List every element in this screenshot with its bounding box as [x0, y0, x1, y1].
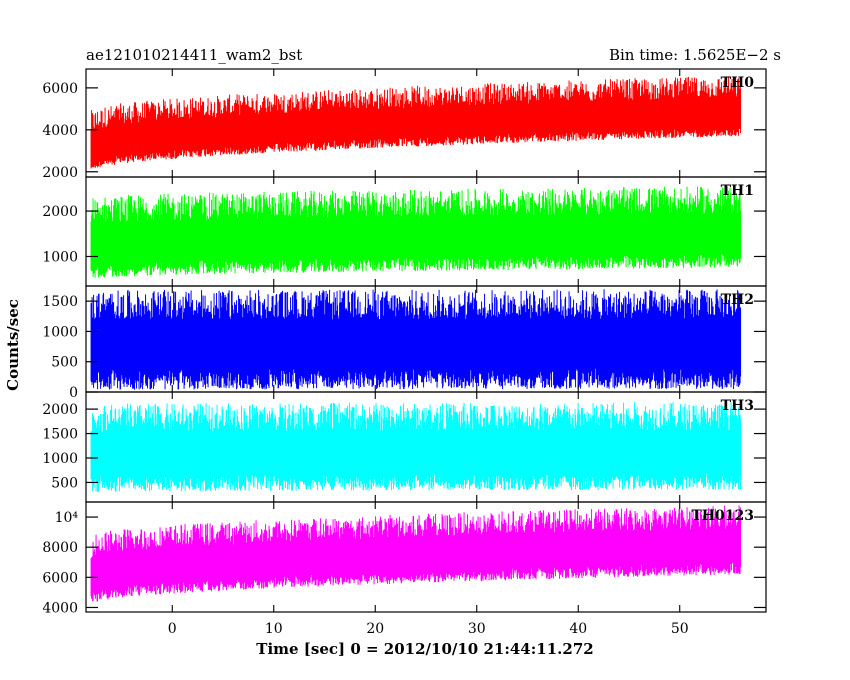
chart-title: ae121010214411_wam2_bst	[86, 46, 302, 64]
y-tick-label: 500	[51, 475, 78, 491]
y-tick-label: 4000	[42, 123, 78, 139]
y-tick-label: 500	[51, 355, 78, 371]
y-tick-label: 2000	[42, 402, 78, 418]
panels-group: 2000 4000 6000 TH0 1000 2000 TH1 0 500 1000 1500 TH…	[42, 68, 767, 616]
y-tick-label: 10⁴	[55, 510, 79, 526]
panel-th0: 2000 4000 6000 TH0	[42, 68, 767, 181]
x-tick-label: 50	[671, 621, 689, 637]
panel-label-th0: TH0	[721, 75, 755, 91]
panel-th1: 1000 2000 TH1	[42, 176, 767, 287]
series-line-th2	[90, 289, 742, 390]
y-axis-label: Counts/sec	[4, 299, 22, 391]
panel-label-th3: TH3	[721, 398, 754, 414]
panel-label-th2: TH2	[721, 292, 754, 308]
x-tick-label: 10	[265, 621, 283, 637]
series-line-th0123	[90, 505, 742, 602]
x-axis: 0 10 20 30 40 50	[168, 621, 689, 637]
y-tick-label: 1000	[42, 249, 78, 265]
panel-label-th0123: TH0123	[691, 508, 754, 524]
x-tick-label: 40	[569, 621, 587, 637]
y-tick-label: 0	[69, 385, 78, 401]
bin-time-label: Bin time: 1.5625E−2 s	[609, 46, 781, 64]
panel-th2: 0 500 1000 1500 TH2	[42, 285, 767, 401]
panel-frame	[85, 501, 767, 613]
panel-label-th1: TH1	[721, 183, 754, 199]
y-tick-label: 2000	[42, 204, 78, 220]
y-tick-label: 1500	[42, 294, 78, 310]
x-tick-label: 20	[366, 621, 384, 637]
y-tick-label: 6000	[42, 81, 78, 97]
series-line-th0	[90, 76, 742, 169]
y-tick-label: 2000	[42, 165, 78, 181]
y-tick-label: 4000	[42, 600, 78, 616]
x-tick-label: 30	[468, 621, 486, 637]
panel-th3: 500 1000 1500 2000 TH3	[42, 391, 767, 503]
y-tick-label: 8000	[42, 540, 78, 556]
y-tick-label: 1000	[42, 324, 78, 340]
panel-th0123: 4000 6000 8000 10⁴ TH0123	[42, 501, 767, 616]
y-tick-label: 1500	[42, 427, 78, 443]
x-tick-label: 0	[168, 621, 177, 637]
y-tick-label: 1000	[42, 451, 78, 467]
series-line-th3	[90, 402, 742, 492]
series-line-th1	[90, 186, 742, 278]
x-axis-label: Time [sec] 0 = 2012/10/10 21:44:11.272	[256, 640, 593, 658]
y-tick-label: 6000	[42, 570, 78, 586]
